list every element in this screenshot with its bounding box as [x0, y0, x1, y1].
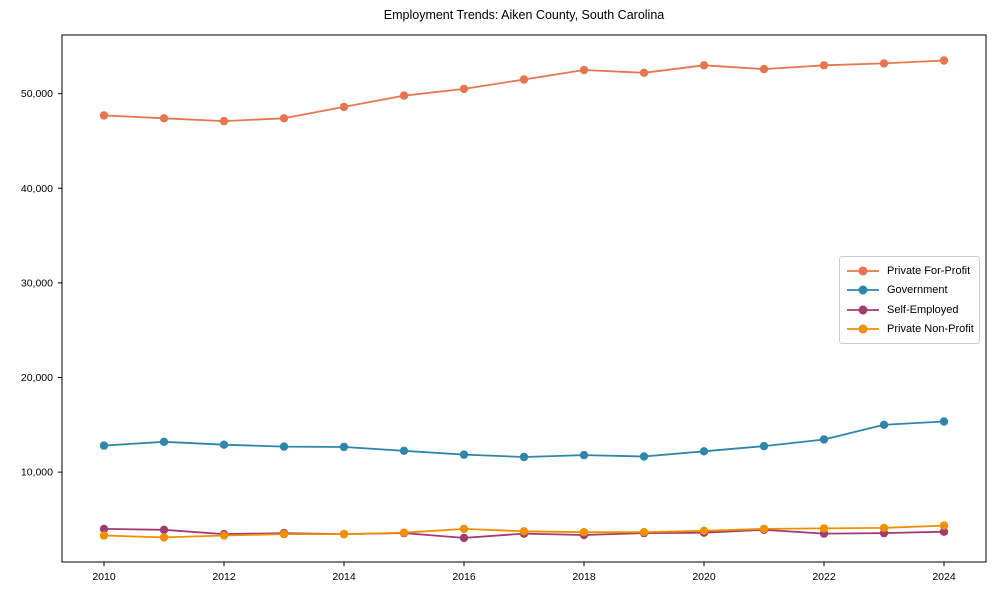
data-point-marker [399, 528, 409, 537]
data-point-marker [219, 531, 229, 540]
data-point-marker [819, 61, 829, 70]
data-point-marker [939, 417, 949, 426]
legend-marker-icon [847, 266, 879, 276]
data-point-marker [519, 452, 529, 462]
data-point-marker [699, 61, 709, 70]
data-point-marker [279, 114, 289, 123]
legend-marker-icon [847, 285, 879, 295]
data-point-marker [159, 533, 169, 542]
data-point-marker [699, 447, 709, 456]
data-point-marker [879, 59, 889, 68]
plot-border [61, 34, 987, 563]
data-point-marker [459, 533, 469, 543]
data-point-marker [759, 441, 769, 451]
data-point-marker [759, 64, 769, 74]
data-point-marker [939, 527, 949, 536]
data-point-marker [939, 521, 949, 530]
y-axis-tick-label: 50,000 [21, 88, 53, 100]
legend-label: Private For-Profit [887, 264, 971, 277]
y-axis-tick-label: 30,000 [21, 277, 53, 289]
data-point-marker [519, 75, 529, 84]
legend-marker-icon [847, 305, 879, 315]
legend-item: Government [846, 281, 973, 299]
data-point-marker [699, 526, 709, 535]
legend-item: Self-Employed [846, 301, 973, 319]
data-point-marker [279, 442, 289, 451]
data-point-marker [639, 528, 649, 537]
data-point-marker [279, 529, 289, 539]
legend-label: Private Non-Profit [887, 323, 974, 336]
data-point-marker [159, 114, 169, 123]
data-point-marker [939, 56, 949, 65]
data-point-marker [159, 437, 169, 446]
x-axis-tick-label: 2010 [92, 571, 116, 583]
data-point-marker [879, 420, 889, 429]
x-axis-tick-label: 2018 [572, 571, 596, 583]
data-point-marker [879, 523, 889, 533]
data-point-marker [819, 435, 829, 444]
x-axis-tick-label: 2020 [692, 571, 716, 583]
data-point-marker [819, 524, 829, 533]
data-point-marker [339, 529, 349, 539]
legend-item: Private Non-Profit [846, 320, 974, 338]
data-point-marker [459, 84, 469, 94]
data-point-marker [459, 524, 469, 534]
data-point-marker [519, 527, 529, 536]
data-point-marker [399, 446, 409, 455]
chart-legend: Private For-Profit Government Self-Employe… [839, 256, 980, 344]
data-point-marker [639, 452, 649, 461]
y-axis-tick-label: 10,000 [21, 467, 53, 479]
x-axis-tick-label: 2012 [212, 571, 236, 583]
data-point-marker [219, 116, 229, 126]
data-point-marker [579, 65, 589, 75]
data-point-marker [579, 450, 589, 460]
data-point-marker [99, 441, 109, 450]
x-axis-tick-label: 2016 [452, 571, 476, 583]
data-point-marker [459, 450, 469, 459]
x-axis-tick-label: 2024 [932, 571, 956, 583]
data-point-marker [759, 524, 769, 534]
data-point-marker [99, 111, 109, 120]
y-axis-tick-label: 40,000 [21, 183, 53, 195]
y-axis-tick-label: 20,000 [21, 372, 53, 384]
chart-title: Employment Trends: Aiken County, South C… [383, 8, 665, 22]
legend-item: Private For-Profit [846, 262, 973, 280]
series-line-government [103, 420, 945, 458]
data-point-marker [219, 440, 229, 449]
data-point-marker [159, 525, 169, 534]
data-point-marker [99, 531, 109, 540]
data-point-marker [639, 68, 649, 78]
x-axis-tick-label: 2014 [332, 571, 356, 583]
x-axis-tick-label: 2022 [812, 571, 836, 583]
data-point-marker [399, 91, 409, 100]
data-point-marker [339, 102, 349, 112]
data-point-marker [579, 528, 589, 537]
data-point-marker [339, 442, 349, 452]
legend-label: Self-Employed [887, 303, 959, 316]
legend-label: Government [887, 284, 948, 297]
legend-marker-icon [847, 324, 879, 334]
data-point-marker [99, 524, 109, 534]
series-line-private-for-profit [103, 59, 945, 122]
